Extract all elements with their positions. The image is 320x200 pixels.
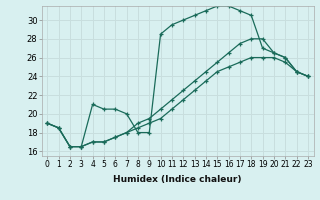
X-axis label: Humidex (Indice chaleur): Humidex (Indice chaleur) <box>113 175 242 184</box>
